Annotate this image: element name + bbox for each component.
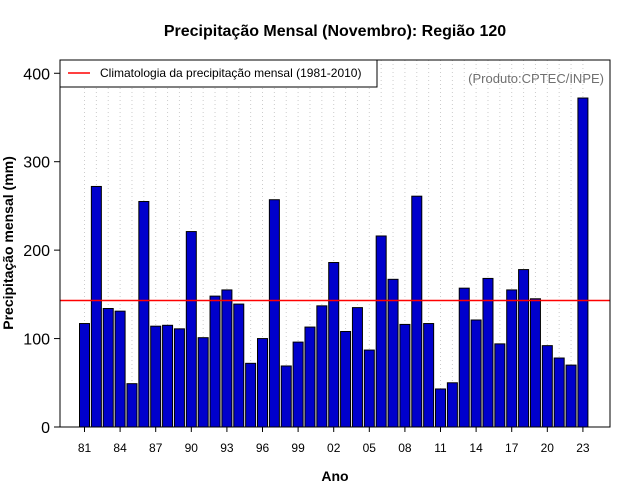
- bar-2020: [541, 345, 553, 428]
- bar-2007: [387, 278, 399, 428]
- bar-1987: [150, 325, 162, 428]
- y-tick-label: 0: [41, 420, 50, 437]
- bar-1985: [126, 383, 138, 428]
- bar-2005: [363, 349, 375, 428]
- bar-2004: [351, 307, 363, 428]
- bar-2023: [577, 97, 589, 428]
- bar-2011: [435, 388, 447, 428]
- x-tick-label: 20: [541, 441, 555, 455]
- y-tick-label: 300: [23, 155, 50, 172]
- x-tick-label: 05: [363, 441, 377, 455]
- bar-2016: [494, 343, 506, 428]
- y-axis: 0 100 200 300 400: [23, 66, 60, 437]
- bar-2017: [506, 289, 518, 428]
- x-tick-label: 23: [576, 441, 590, 455]
- bar-1997: [268, 199, 280, 428]
- bar-1994: [233, 303, 245, 428]
- bar-2009: [411, 195, 423, 428]
- y-tick-label: 400: [23, 66, 50, 83]
- bar-1991: [197, 337, 209, 428]
- bar-2000: [304, 326, 316, 428]
- bar-2003: [340, 330, 352, 428]
- x-tick-label: 11: [434, 441, 447, 455]
- legend-box: [59, 59, 378, 88]
- bar-1982: [90, 185, 102, 428]
- bar-1992: [209, 295, 221, 428]
- bar-1986: [138, 200, 150, 428]
- x-tick-label: 93: [220, 441, 234, 455]
- bar-2021: [553, 357, 565, 428]
- y-tick-label: 200: [23, 243, 50, 260]
- bar-1995: [245, 362, 257, 428]
- bar-2006: [375, 235, 387, 428]
- credit-label: (Produto:CPTEC/INPE): [468, 71, 604, 86]
- bar-2019: [529, 298, 541, 428]
- bar-1989: [173, 328, 185, 428]
- chart-title: Precipitação Mensal (Novembro): Região 1…: [164, 23, 506, 40]
- x-tick-label: 02: [327, 441, 341, 455]
- bar-2012: [446, 382, 458, 428]
- x-tick-label: 17: [505, 441, 519, 455]
- bar-1996: [257, 338, 269, 428]
- bar-1988: [162, 324, 174, 428]
- x-tick-label: 90: [185, 441, 199, 455]
- bar-2018: [518, 269, 530, 428]
- x-tick-label: 87: [149, 441, 163, 455]
- bar-2022: [565, 364, 577, 428]
- bar-1984: [114, 310, 126, 428]
- x-tick-label: 84: [113, 441, 127, 455]
- x-tick-label: 14: [469, 441, 483, 455]
- x-axis: 81 84 87 90 93 96 99 02 05 08 11 14 17 20 23: [78, 427, 590, 455]
- bar-2013: [458, 287, 470, 428]
- bar-1993: [221, 289, 233, 428]
- bar-1983: [102, 307, 114, 428]
- legend: Climatologia da precipitação mensal (198…: [59, 59, 378, 88]
- legend-label: Climatologia da precipitação mensal (198…: [100, 66, 361, 80]
- bar-2014: [470, 319, 482, 428]
- y-tick-label: 100: [23, 332, 50, 349]
- x-tick-label: 96: [256, 441, 270, 455]
- bar-1998: [280, 365, 292, 428]
- bar-2002: [328, 262, 340, 428]
- bar-2008: [399, 323, 411, 428]
- x-tick-label: 99: [291, 441, 305, 455]
- bar-1981: [79, 323, 90, 428]
- x-tick-label: 08: [398, 441, 412, 455]
- y-axis-title: Precipitação mensal (mm): [0, 156, 16, 330]
- x-tick-label: 81: [78, 441, 92, 455]
- bar-2010: [423, 323, 435, 428]
- bar-1999: [292, 341, 304, 428]
- bars: [79, 97, 589, 428]
- bar-2001: [316, 305, 328, 428]
- x-axis-title: Ano: [321, 468, 348, 484]
- bar-1990: [185, 231, 197, 428]
